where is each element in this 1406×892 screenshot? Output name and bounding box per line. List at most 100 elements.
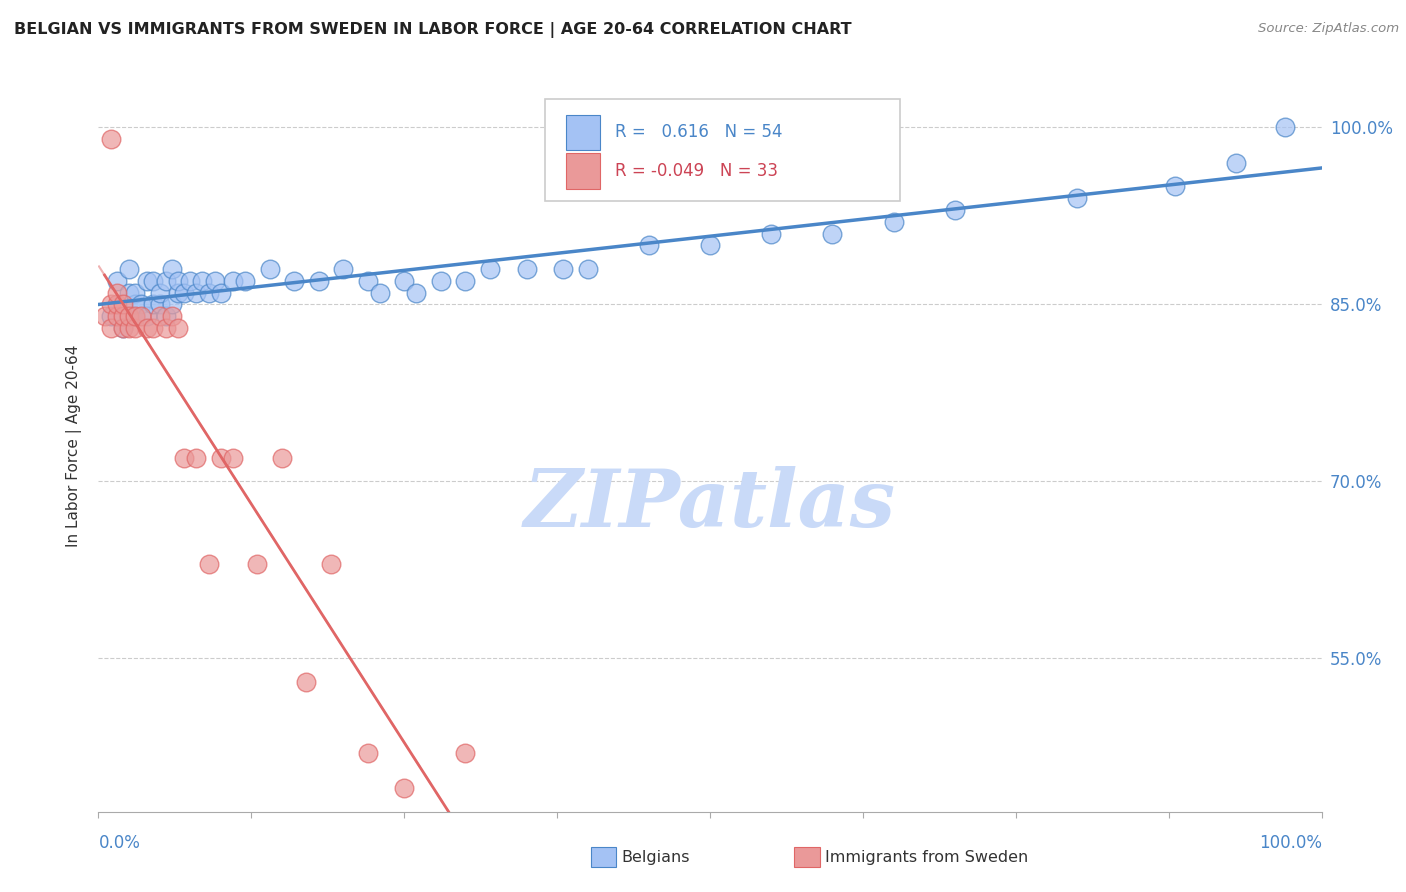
Point [173,450,195,465]
Point [167,285,190,300]
Point [167,274,190,288]
Text: Immigrants from Sweden: Immigrants from Sweden [825,850,1029,864]
Point [160,262,183,277]
Point [167,321,190,335]
Text: 0.0%: 0.0% [98,834,141,852]
Point [392,274,416,288]
Point [160,310,183,324]
Point [118,310,141,324]
Point [118,285,141,300]
Point [197,285,219,300]
Point [105,285,128,300]
Point [160,297,183,311]
Point [204,274,226,288]
Point [111,321,134,335]
Point [209,285,232,300]
Point [637,238,661,252]
Point [246,557,269,571]
Point [283,274,305,288]
Point [515,262,537,277]
Point [553,262,575,277]
Text: Source: ZipAtlas.com: Source: ZipAtlas.com [1258,22,1399,36]
Point [259,262,281,277]
Point [356,274,378,288]
Point [105,310,128,324]
Point [576,262,599,277]
Point [478,262,501,277]
Y-axis label: In Labor Force | Age 20-64: In Labor Force | Age 20-64 [66,345,82,547]
Point [155,274,177,288]
Point [100,132,122,146]
Point [111,297,134,311]
Point [149,297,172,311]
Point [179,274,201,288]
Text: 100.0%: 100.0% [1258,834,1322,852]
Point [129,310,152,324]
Point [1225,156,1247,170]
Bar [565,153,600,188]
Point [454,274,477,288]
Point [430,274,453,288]
Point [319,557,342,571]
Point [222,274,245,288]
Point [149,310,172,324]
Point [136,310,159,324]
Point [111,321,134,335]
Point [233,274,256,288]
Point [1066,191,1088,205]
Point [118,262,141,277]
Point [356,746,378,760]
Point [124,285,146,300]
Point [186,285,208,300]
Point [392,781,416,796]
Point [761,227,783,241]
Point [142,297,165,311]
Point [699,238,721,252]
Point [129,297,152,311]
Text: R =   0.616   N = 54: R = 0.616 N = 54 [614,123,782,141]
Point [100,310,122,324]
Point [186,450,208,465]
Point [308,274,330,288]
Point [173,285,195,300]
Point [100,297,122,311]
Point [105,274,128,288]
Text: ZIPatlas: ZIPatlas [524,466,896,543]
Point [405,285,427,300]
Point [454,746,477,760]
Bar [565,115,600,150]
Point [155,321,177,335]
Point [136,274,159,288]
Point [118,321,141,335]
Text: R = -0.049   N = 33: R = -0.049 N = 33 [614,162,778,180]
Text: BELGIAN VS IMMIGRANTS FROM SWEDEN IN LABOR FORCE | AGE 20-64 CORRELATION CHART: BELGIAN VS IMMIGRANTS FROM SWEDEN IN LAB… [14,22,852,38]
Point [124,310,146,324]
Point [209,450,232,465]
Point [197,557,219,571]
Point [368,285,391,300]
Point [149,285,172,300]
Point [124,297,146,311]
Point [124,321,146,335]
Point [142,321,165,335]
Point [111,310,134,324]
Point [136,321,159,335]
Point [100,321,122,335]
Text: Belgians: Belgians [621,850,690,864]
Point [821,227,844,241]
Point [191,274,214,288]
Point [93,310,115,324]
Point [332,262,354,277]
Point [1274,120,1296,135]
Point [222,450,245,465]
Point [155,310,177,324]
Point [270,450,294,465]
Point [1164,179,1187,194]
Point [883,215,905,229]
Point [295,675,318,690]
Point [142,274,165,288]
Point [124,310,146,324]
Point [943,202,966,217]
Point [105,297,128,311]
FancyBboxPatch shape [546,99,900,201]
